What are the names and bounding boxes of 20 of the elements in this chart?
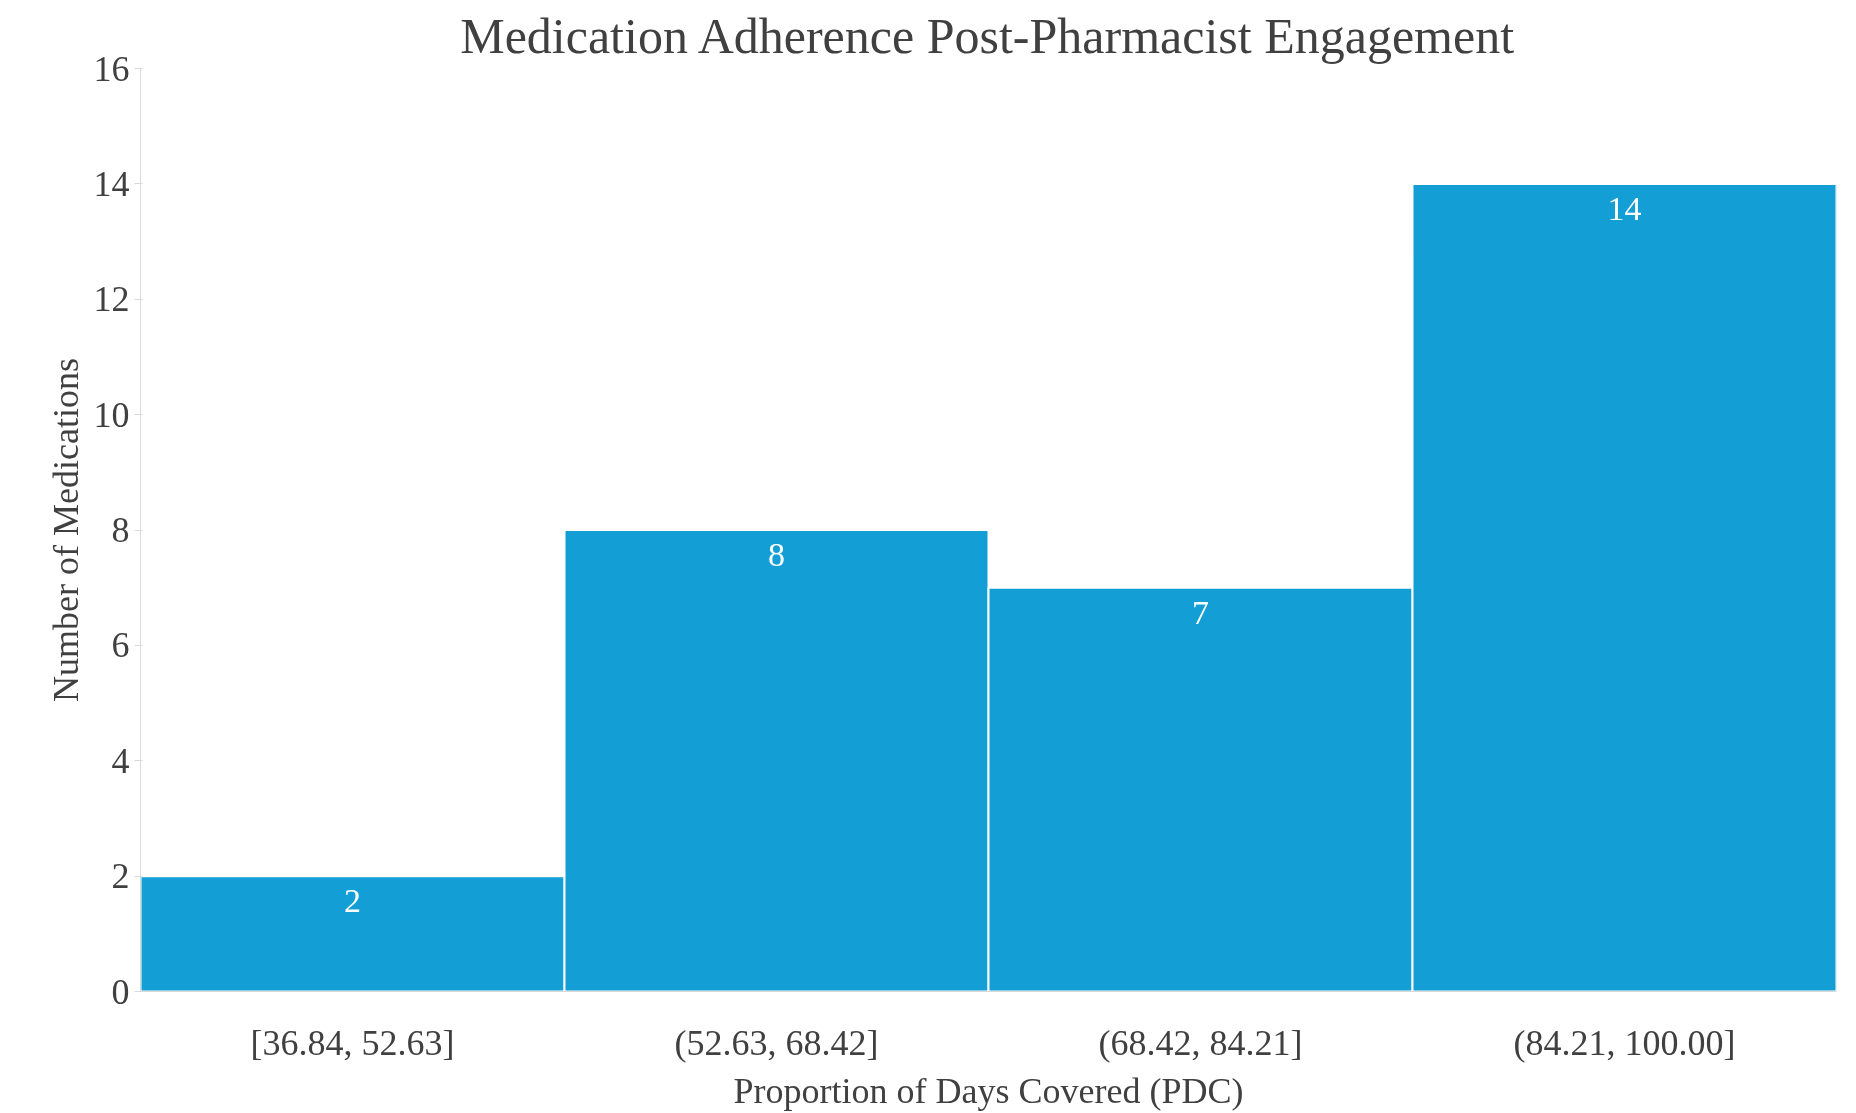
data-label: 14 [1607,189,1642,227]
y-tick-label: 12 [93,279,130,320]
y-tick-label: 10 [93,394,130,435]
data-label: 7 [1192,593,1209,631]
x-tick-label: (52.63, 68.42] [674,1022,879,1063]
chart-title: Medication Adherence Post-Pharmacist Engagement [460,7,1515,64]
y-tick-label: 14 [93,163,130,204]
y-tick-label: 16 [93,48,130,89]
x-tick-label: (84.21, 100.00] [1513,1022,1736,1063]
x-axis-title: Proportion of Days Covered (PDC) [733,1070,1244,1111]
y-tick-label: 8 [111,510,130,550]
data-label: 8 [768,536,785,573]
data-label: 2 [344,882,361,920]
y-tick-label: 2 [111,856,130,897]
x-tick-label: (68.42, 84.21] [1098,1022,1303,1063]
y-tick-label: 0 [111,971,130,1012]
y-axis-title: Number of Medications [45,358,86,702]
x-tick-label: [36.84, 52.63] [250,1022,455,1063]
y-tick-label: 6 [111,625,130,666]
y-tick-label: 4 [111,740,130,781]
